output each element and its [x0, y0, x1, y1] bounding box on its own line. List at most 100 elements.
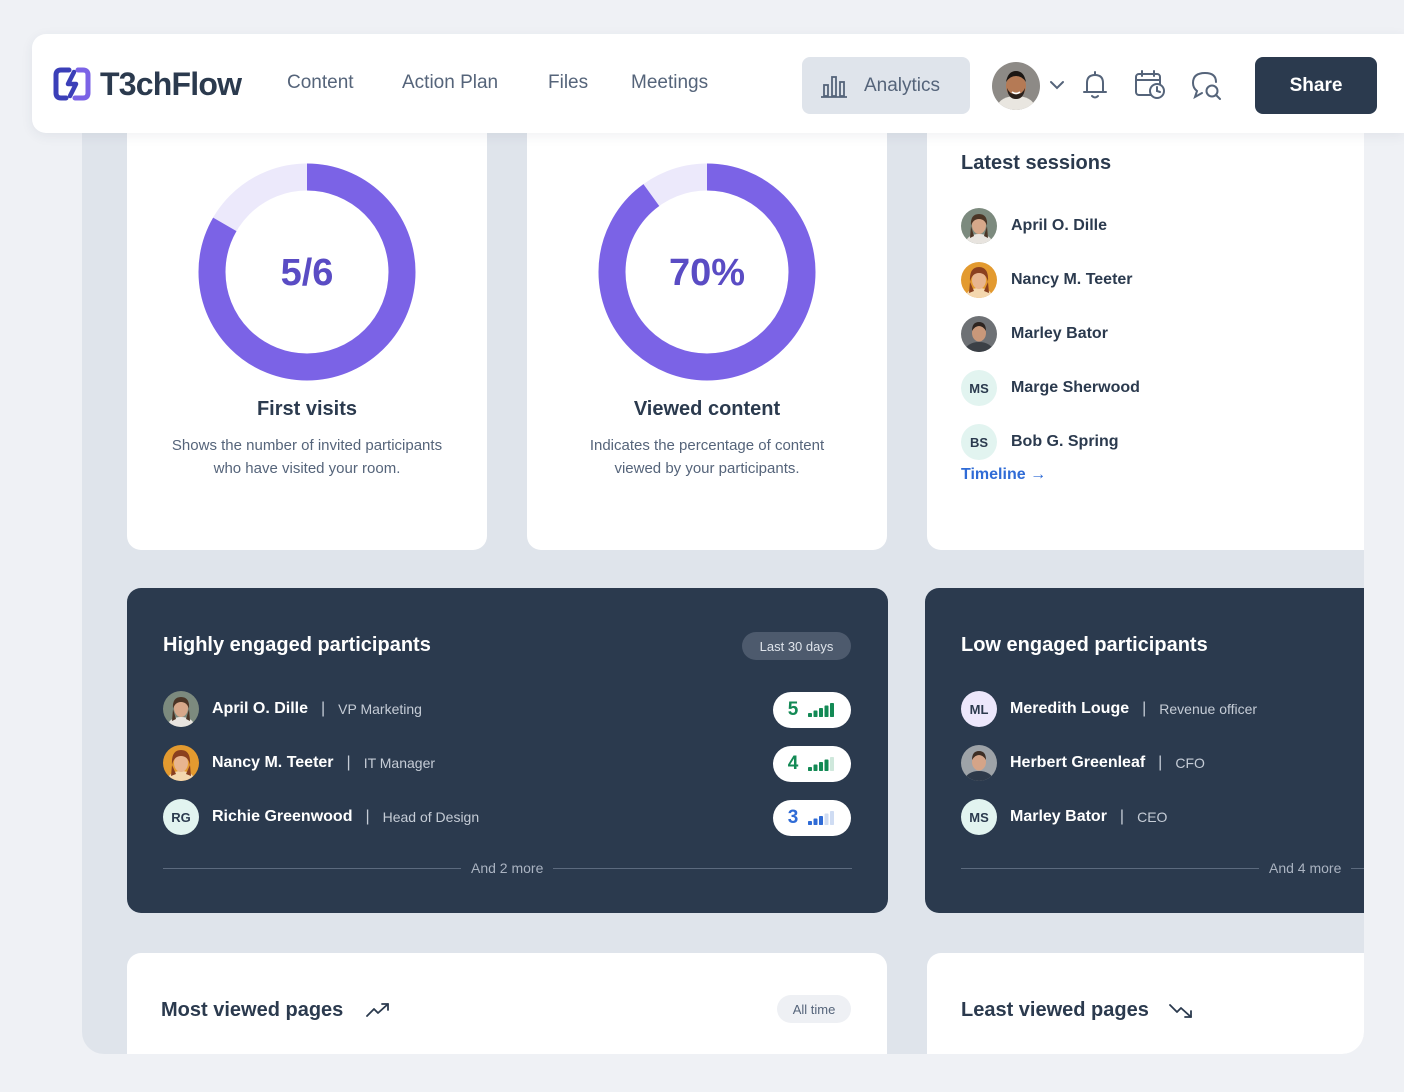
signal-bar — [813, 818, 818, 825]
separator: | — [346, 754, 351, 771]
viewed-content-card: 70% Viewed content Indicates the percent… — [527, 106, 887, 550]
first-visits-description: Shows the number of invited participants… — [147, 434, 467, 480]
viewed-content-desc-line: Indicates the percentage of content — [589, 437, 825, 454]
user-avatar-image — [992, 62, 1040, 110]
low-engaged-card: Low engaged participants ML Meredith Lou… — [925, 588, 1364, 913]
separator: | — [321, 700, 326, 717]
divider-line — [961, 867, 1259, 869]
top-navbar: T3chFlow Content Action Plan Files Meeti… — [32, 34, 1404, 133]
engagement-score: 5 — [787, 699, 799, 720]
viewed-content-desc-line: viewed by your participants. — [614, 460, 800, 477]
brand-name: T3chFlow — [100, 65, 242, 102]
brand-logo[interactable]: T3chFlow — [52, 64, 242, 104]
signal-bar — [819, 708, 824, 717]
low-engaged-title: Low engaged participants — [961, 634, 1208, 656]
viewed-content-donut-arc — [598, 163, 816, 381]
user-avatar[interactable] — [992, 62, 1040, 110]
most-viewed-card: Most viewed pages All time — [127, 953, 887, 1054]
separator: | — [1142, 700, 1147, 717]
participant-row[interactable]: April O. Dille | VP Marketing — [163, 691, 422, 727]
participant-name: Meredith Louge — [1010, 700, 1130, 717]
session-row[interactable]: BS Bob G. Spring — [961, 424, 1119, 460]
viewed-content-value: 70% — [668, 252, 746, 294]
bar-chart-icon — [821, 75, 847, 98]
show-more-label: And 4 more — [1269, 860, 1342, 876]
avatar: MS — [961, 370, 997, 406]
trending-down-icon — [1169, 1004, 1192, 1018]
signal-strength-icon — [808, 703, 835, 717]
signal-strength-icon — [808, 757, 835, 771]
chat-search-icon[interactable] — [1189, 68, 1223, 102]
highly-engaged-card: Highly engaged participants Last 30 days… — [127, 588, 888, 913]
trending-up-icon — [366, 1003, 389, 1017]
bell-icon[interactable] — [1078, 68, 1112, 102]
signal-strength-icon — [808, 811, 835, 825]
participant-row[interactable]: ML Meredith Louge | Revenue officer — [961, 691, 1257, 727]
session-row[interactable]: Marley Bator — [961, 316, 1108, 352]
timeline-link[interactable]: Timeline → — [961, 466, 1047, 483]
avatar — [163, 745, 199, 781]
date-range-badge[interactable]: Last 30 days — [742, 632, 851, 660]
time-range-badge[interactable]: All time — [777, 995, 851, 1023]
share-button[interactable]: Share — [1255, 57, 1377, 114]
nav-link-files[interactable]: Files — [548, 72, 589, 93]
nav-link-action-plan[interactable]: Action Plan — [402, 72, 499, 93]
most-viewed-title: Most viewed pages — [161, 999, 344, 1021]
first-visits-desc-line: who have visited your room. — [213, 460, 401, 477]
chevron-down-icon[interactable] — [1048, 76, 1066, 94]
signal-bar — [830, 757, 835, 771]
participant-name: Marley Bator — [1010, 808, 1107, 825]
signal-bar — [819, 816, 824, 825]
participant-row[interactable]: MS Marley Bator | CEO — [961, 799, 1167, 835]
participant-role: Head of Design — [382, 809, 480, 825]
sync-logo-icon — [53, 67, 91, 101]
avatar — [961, 745, 997, 781]
signal-bar — [830, 703, 835, 717]
session-row[interactable]: MS Marge Sherwood — [961, 370, 1140, 406]
divider-line — [1351, 867, 1364, 869]
session-row[interactable]: April O. Dille — [961, 208, 1107, 244]
first-visits-card: 5/6 First visits Shows the number of inv… — [127, 106, 487, 550]
avatar — [961, 208, 997, 244]
avatar — [961, 316, 997, 352]
show-more-divider[interactable]: And 4 more — [961, 858, 1364, 878]
participant-role: CFO — [1175, 755, 1205, 771]
avatar — [163, 691, 199, 727]
engagement-score: 4 — [787, 753, 799, 774]
nav-tab-analytics[interactable]: Analytics — [802, 57, 970, 114]
session-name: Nancy M. Teeter — [1011, 271, 1133, 288]
first-visits-donut — [198, 163, 416, 381]
viewed-content-donut — [598, 163, 816, 381]
latest-sessions-title: Latest sessions — [961, 152, 1112, 174]
nav-link-meetings[interactable]: Meetings — [631, 72, 709, 93]
highly-engaged-title: Highly engaged participants — [163, 634, 431, 656]
participant-name: Herbert Greenleaf — [1010, 754, 1146, 771]
engagement-score-badge: 3 — [773, 800, 851, 836]
divider-line — [553, 867, 852, 869]
avatar: BS — [961, 424, 997, 460]
least-viewed-card: Least viewed pages — [927, 953, 1364, 1054]
avatar: RG — [163, 799, 199, 835]
signal-bar — [824, 705, 829, 717]
avatar: MS — [961, 799, 997, 835]
viewed-content-title: Viewed content — [633, 398, 781, 420]
nav-link-content[interactable]: Content — [287, 72, 354, 93]
participant-row[interactable]: Nancy M. Teeter | IT Manager — [163, 745, 435, 781]
calendar-clock-icon[interactable] — [1133, 68, 1167, 102]
session-name: Marge Sherwood — [1011, 379, 1140, 396]
show-more-divider[interactable]: And 2 more — [163, 858, 852, 878]
session-row[interactable]: Nancy M. Teeter — [961, 262, 1133, 298]
first-visits-title: First visits — [256, 398, 358, 420]
participant-name: Nancy M. Teeter — [212, 754, 334, 771]
avatar — [961, 262, 997, 298]
session-name: Bob G. Spring — [1011, 433, 1119, 450]
divider-line — [163, 867, 461, 869]
participant-role: CEO — [1137, 809, 1168, 825]
first-visits-value: 5/6 — [280, 252, 334, 294]
participant-row[interactable]: RG Richie Greenwood | Head of Design — [163, 799, 479, 835]
least-viewed-title: Least viewed pages — [961, 999, 1149, 1021]
participant-row[interactable]: Herbert Greenleaf | CFO — [961, 745, 1205, 781]
separator: | — [1158, 754, 1163, 771]
separator: | — [1119, 808, 1125, 825]
engagement-score-badge: 4 — [773, 746, 851, 782]
